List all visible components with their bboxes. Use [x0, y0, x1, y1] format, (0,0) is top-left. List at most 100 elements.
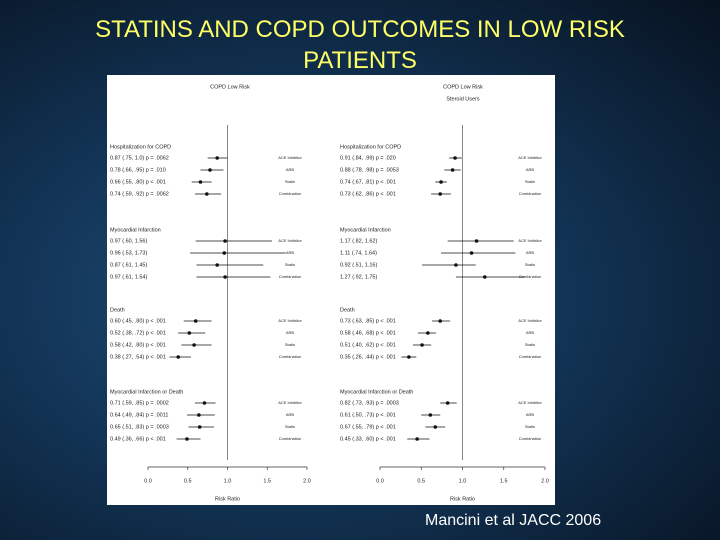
point-estimate: [197, 425, 202, 429]
point-estimate: [453, 156, 457, 160]
x-tick-label: 0.0: [144, 478, 152, 484]
point-estimate: [438, 192, 443, 196]
axis-label: Risk Ratio: [450, 496, 475, 502]
row-label: 0.64 (.49, .84) p = .0011: [110, 412, 168, 418]
row-label: 0.67 (.55, .79) p < .001: [340, 424, 396, 430]
row-label: 0.61 (.50, .73) p < .001: [340, 412, 396, 418]
group-label: ACE Inhibitor: [518, 318, 542, 323]
point-estimate: [192, 343, 196, 347]
group-label: Statin: [525, 262, 535, 267]
point-estimate: [454, 263, 458, 267]
row-label: 0.45 (.33, .60) p < .001: [340, 436, 396, 442]
point-estimate: [197, 413, 201, 417]
group-label: ARB: [286, 330, 295, 335]
point-estimate: [215, 156, 219, 160]
section-title: Death: [110, 307, 125, 313]
row-label: 0.66 (.55, .80) p < .001: [110, 179, 166, 185]
title-line: STATINS AND COPD OUTCOMES IN LOW RISK: [95, 16, 625, 43]
row-label: 0.35 (.26, .44) p < .001: [340, 354, 396, 360]
row-label: 1.17 (.82, 1.62): [340, 238, 377, 244]
point-estimate: [187, 331, 192, 335]
row-label: 0.58 (.46, .68) p < .001: [340, 330, 396, 336]
x-tick-label: 0.5: [184, 478, 192, 484]
figure-background: [107, 75, 555, 505]
section-title: Myocardial Infarction or Death: [340, 389, 413, 395]
point-estimate: [428, 413, 433, 417]
group-label: ARB: [526, 167, 535, 172]
section-title: Myocardial Infarction or Death: [110, 389, 183, 395]
row-label: 0.92 (.51, 1.16): [340, 262, 377, 268]
section-title: Death: [340, 307, 355, 313]
row-label: 1.27 (.92, 1.75): [340, 274, 377, 280]
row-label: 0.73 (.63, .85) p < .001: [340, 318, 396, 324]
group-label: ACE Inhibitor: [278, 238, 302, 243]
group-label: Statin: [525, 179, 535, 184]
row-label: 0.87 (.75, 1.0) p = .0062: [110, 155, 169, 161]
point-estimate: [415, 437, 419, 441]
point-estimate: [223, 239, 227, 243]
group-label: ARB: [286, 250, 295, 255]
group-label: Combination: [279, 274, 301, 279]
row-label: 0.58 (.42, .80) p < .001: [110, 342, 166, 348]
group-label: Combination: [279, 436, 301, 441]
point-estimate: [433, 425, 438, 429]
x-tick-label: 2.0: [303, 478, 311, 484]
forest-plot-figure: COPD Low Risk 0.0 0.5 1.0 1.5 2.0 Risk Ratio Ho…: [107, 75, 555, 505]
group-label: Statin: [285, 342, 295, 347]
row-label: 0.73 (.62, .86) p < .001: [340, 191, 396, 197]
row-label: 0.91 (.84, .99) p = .020: [340, 155, 396, 161]
x-tick-label: 1.5: [263, 478, 271, 484]
point-estimate: [420, 343, 424, 347]
group-label: ARB: [526, 250, 535, 255]
panel-title: COPD Low Risk: [443, 84, 483, 90]
panel-title: Steroid Users: [446, 96, 480, 102]
point-estimate: [202, 401, 207, 405]
point-estimate: [426, 331, 430, 335]
point-estimate: [205, 192, 209, 196]
row-label: 0.74 (.67, .81) p < .001: [340, 179, 396, 185]
point-estimate: [198, 180, 203, 184]
title-line: PATIENTS: [303, 47, 417, 74]
citation: Mancini et al JACC 2006: [425, 512, 602, 529]
row-label: 0.65 (.51, .83) p = .0003: [110, 424, 169, 430]
section-title: Myocardial Infarction: [340, 227, 391, 233]
row-label: 0.74 (.59, .92) p = .0062: [110, 191, 169, 197]
row-label: 0.52 (.38, .72) p < .001: [110, 330, 166, 336]
point-estimate: [474, 239, 479, 243]
row-label: 0.49 (.36, .66) p < .001: [110, 436, 166, 442]
row-label: 0.60 (.45, .80) p < .001: [110, 318, 166, 324]
group-label: Statin: [285, 424, 295, 429]
group-label: Statin: [285, 262, 295, 267]
row-label: 0.71 (.59, .85) p = .0002: [110, 400, 169, 406]
group-label: Statin: [525, 424, 535, 429]
group-label: Combination: [279, 191, 301, 196]
x-tick-label: 2.0: [541, 478, 549, 484]
point-estimate: [407, 355, 411, 359]
x-tick-label: 1.0: [459, 478, 467, 484]
point-estimate: [185, 437, 189, 441]
slide-title: STATINS AND COPD OUTCOMES IN LOW RISK PA…: [0, 14, 720, 76]
point-estimate: [438, 319, 443, 323]
point-estimate: [482, 275, 487, 279]
group-label: ACE Inhibitor: [278, 318, 302, 323]
point-estimate: [176, 355, 181, 359]
group-label: Combination: [279, 354, 301, 359]
section-title: Myocardial Infarction: [110, 227, 161, 233]
x-tick-label: 1.5: [500, 478, 508, 484]
group-label: ACE Inhibitor: [518, 238, 542, 243]
group-label: Combination: [519, 354, 541, 359]
group-label: Statin: [285, 179, 295, 184]
point-estimate: [469, 251, 474, 255]
row-label: 0.87 (.61, 1.45): [110, 262, 147, 268]
row-label: 0.51 (.40, .62) p < .001: [340, 342, 396, 348]
group-label: Combination: [519, 191, 541, 196]
row-label: 0.82 (.73, .93) p = .0003: [340, 400, 399, 406]
point-estimate: [222, 251, 227, 255]
panel-title: COPD Low Risk: [210, 84, 250, 90]
group-label: Combination: [519, 436, 541, 441]
group-label: ACE Inhibitor: [518, 400, 542, 405]
point-estimate: [450, 168, 455, 172]
group-label: Combination: [519, 274, 541, 279]
group-label: ARB: [286, 167, 295, 172]
